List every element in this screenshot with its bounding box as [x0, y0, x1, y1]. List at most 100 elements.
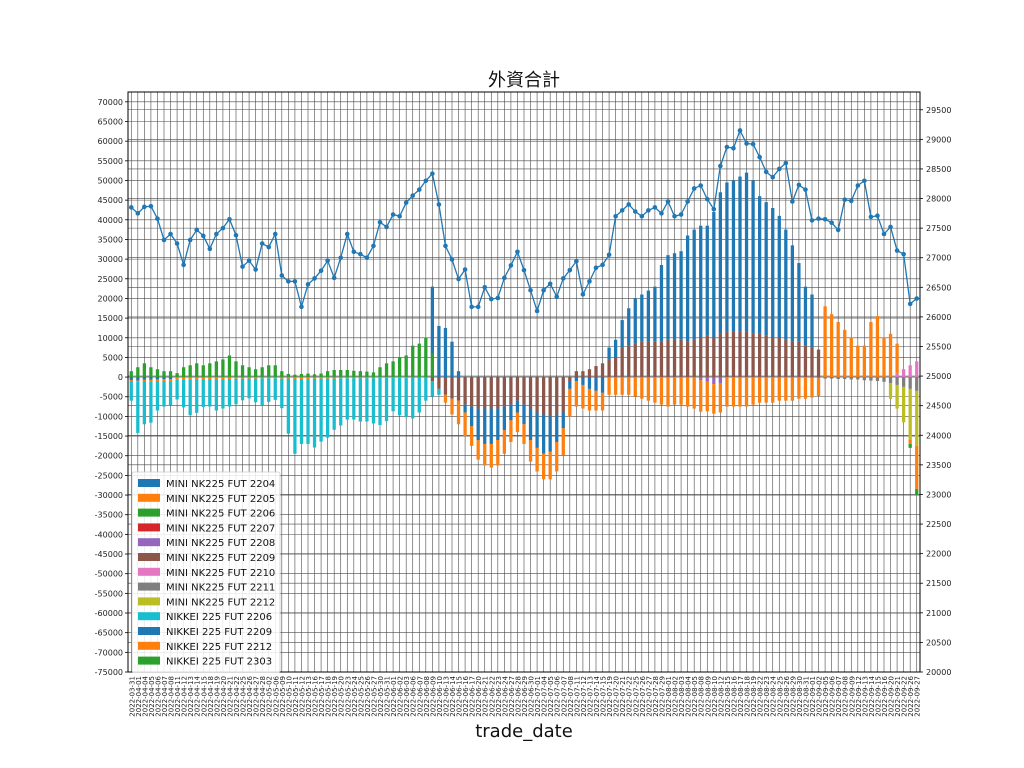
x-tick-label: 2022-06-29 — [521, 676, 529, 717]
price-point — [430, 171, 435, 176]
y2-tick-label: 25500 — [926, 342, 951, 351]
x-tick-label: 2022-06-20 — [475, 676, 483, 717]
legend-swatch — [138, 641, 160, 650]
bar-segment — [882, 377, 886, 382]
x-tick-label: 2022-07-07 — [560, 676, 568, 717]
bar-segment — [627, 308, 631, 346]
bar-segment — [915, 361, 919, 378]
legend-label: NIKKEI 225 FUT 2212 — [166, 642, 272, 653]
x-tick-label: 2022-08-19 — [750, 676, 758, 717]
y-tick-label: 15000 — [98, 314, 123, 323]
bar-segment — [875, 316, 880, 378]
bar-segment — [214, 379, 218, 411]
x-tick-label: 2022-05-06 — [272, 675, 280, 716]
price-point — [816, 216, 821, 221]
bar-segment — [155, 379, 160, 382]
bar-segment — [515, 412, 520, 433]
bar-segment — [633, 298, 637, 344]
x-tick-label: 2022-06-10 — [436, 676, 444, 717]
bar-segment — [600, 392, 605, 411]
bar-segment — [725, 377, 729, 407]
bar-segment — [738, 377, 742, 407]
bar-segment — [267, 378, 271, 402]
y-tick-label: -70000 — [95, 648, 123, 657]
x-tick-label: 2022-09-22 — [901, 676, 909, 717]
x-tick-label: 2022-09-27 — [914, 676, 922, 717]
bar-segment — [326, 378, 330, 438]
bar-segment — [201, 377, 205, 380]
bar-segment — [404, 355, 408, 378]
bar-segment — [476, 408, 480, 440]
bar-segment — [319, 377, 323, 379]
bar-segment — [692, 377, 696, 409]
bar-segment — [810, 294, 814, 348]
price-point — [384, 224, 389, 230]
price-point — [593, 265, 599, 271]
bar-segment — [882, 337, 886, 378]
y-tick-label: 45000 — [98, 196, 123, 205]
bar-segment — [830, 314, 834, 378]
bar-segment — [587, 377, 592, 389]
bar-segment — [908, 443, 912, 448]
bar-segment — [149, 377, 153, 380]
y2-tick-label: 20000 — [926, 668, 951, 677]
price-point — [600, 262, 605, 268]
bar-segment — [286, 373, 290, 378]
bar-segment — [777, 377, 781, 401]
x-tick-label: 2022-05-31 — [384, 676, 392, 717]
x-tick-label: 2022-04-21 — [226, 676, 234, 717]
bar-segment — [299, 373, 304, 378]
price-point — [135, 211, 141, 216]
bar-segment — [836, 322, 840, 378]
bar-segment — [699, 225, 703, 338]
x-tick-label: 2022-06-13 — [442, 676, 450, 717]
y2-tick-label: 22000 — [926, 550, 951, 559]
bar-segment — [273, 365, 277, 378]
bar-segment — [581, 371, 585, 378]
bar-segment — [456, 371, 461, 378]
price-point — [390, 212, 396, 217]
bar-segment — [136, 367, 140, 378]
bar-segment — [129, 377, 133, 381]
bar-segment — [391, 377, 395, 412]
price-point — [606, 252, 612, 258]
bar-segment — [509, 404, 513, 421]
bar-segment — [751, 180, 755, 334]
y2-tick-label: 24500 — [926, 402, 951, 411]
x-tick-label: 2022-06-16 — [462, 675, 470, 716]
bar-segment — [398, 357, 402, 378]
bar-segment — [398, 377, 402, 378]
x-tick-label: 2022-06-07 — [416, 676, 424, 717]
price-point — [580, 292, 586, 297]
x-tick-label: 2022-06-28 — [514, 676, 522, 717]
bar-segment — [555, 441, 559, 472]
price-point — [227, 216, 232, 222]
price-point — [619, 208, 625, 213]
bar-segment — [267, 377, 271, 379]
x-tick-label: 2022-06-06 — [410, 675, 418, 716]
bar-segment — [142, 381, 146, 425]
bar-segment — [646, 290, 650, 342]
y-tick-label: -35000 — [95, 511, 123, 520]
bar-segment — [155, 369, 160, 378]
y-tick-label: 40000 — [98, 216, 123, 225]
y2-tick-label: 20500 — [926, 638, 951, 647]
y2-tick-label: 21500 — [926, 579, 951, 588]
legend-swatch — [138, 493, 160, 502]
bar-segment — [666, 255, 670, 340]
bar-segment — [339, 377, 343, 379]
x-tick-label: 2022-08-03 — [678, 676, 686, 717]
bar-segment — [587, 388, 592, 411]
price-point — [750, 141, 756, 147]
price-point — [377, 219, 383, 225]
x-tick-label: 2022-06-03 — [403, 676, 411, 717]
x-tick-label: 2022-06-02 — [397, 676, 405, 717]
bar-segment — [509, 377, 513, 405]
bar-segment — [483, 377, 487, 409]
bar-segment — [744, 172, 749, 332]
bar-segment — [790, 377, 794, 401]
bar-segment — [653, 377, 657, 403]
price-point — [547, 281, 553, 287]
price-point — [364, 255, 370, 261]
bar-segment — [646, 341, 650, 378]
